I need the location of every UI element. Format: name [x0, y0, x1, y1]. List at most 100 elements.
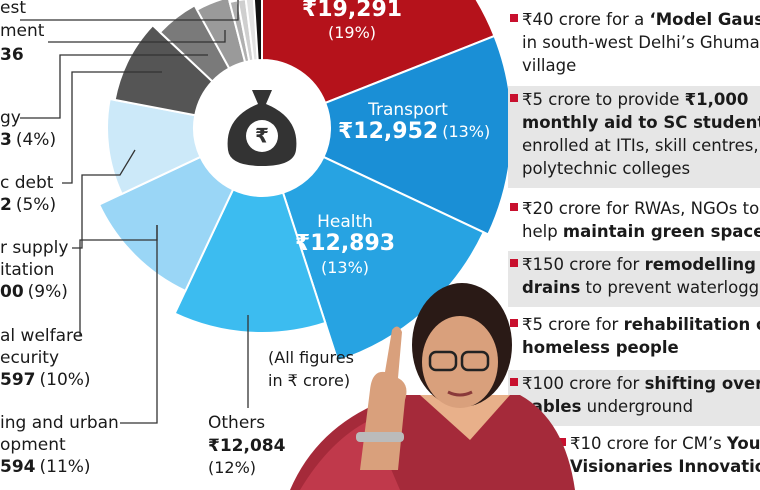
- item-line: polytechnic colleges: [522, 159, 690, 178]
- label-run: (12%): [208, 458, 256, 477]
- item-run: ₹150 crore for: [522, 255, 645, 274]
- label-run: 3: [0, 130, 12, 150]
- item-run: remodelling: [645, 255, 756, 274]
- label-run: (13%): [321, 258, 369, 277]
- label-line: ₹19,291: [302, 0, 402, 22]
- item-run: homeless people: [522, 338, 679, 357]
- label-line: al welfare: [0, 326, 83, 346]
- item-background: [508, 86, 760, 188]
- label-run: (All figures: [268, 348, 354, 367]
- item-run: underground: [581, 397, 693, 416]
- label-run: ₹12,952: [338, 119, 438, 144]
- item-line: ₹150 crore for remodelling: [522, 255, 756, 274]
- leader-line: [48, 30, 226, 43]
- item-run: rehabilitation o: [624, 315, 760, 334]
- label-line: 3 (4%): [0, 130, 56, 150]
- bullet: [510, 259, 518, 267]
- item-line: enrolled at ITIs, skill centres,: [522, 136, 759, 155]
- leader-line: [72, 149, 136, 249]
- donut-chart: [97, 0, 513, 363]
- label-run: 36: [0, 45, 24, 65]
- label-run: in ₹ crore): [268, 371, 350, 390]
- label-line: ₹12,952 (13%): [338, 119, 490, 144]
- label-run: itation: [0, 260, 54, 280]
- label-line: r supply: [0, 238, 68, 258]
- label-run: opment: [0, 435, 66, 455]
- label-line: 00 (9%): [0, 282, 68, 302]
- item-run: help: [522, 222, 563, 241]
- label-line: 36: [0, 45, 24, 65]
- money-bag-icon: ₹: [227, 90, 297, 166]
- item-line: Visionaries Innovation: [570, 457, 760, 476]
- item-run: shifting overh: [645, 374, 760, 393]
- leader-line: [20, 0, 239, 21]
- label-run: al welfare: [0, 326, 83, 346]
- item-run: maintain green spaces: [563, 222, 760, 241]
- label-run: (9%): [28, 282, 68, 302]
- donut-segment: [261, 0, 496, 105]
- donut-segment: [173, 188, 327, 334]
- donut-segment-minor: [252, 0, 263, 62]
- donut-segment: [113, 23, 214, 117]
- label-run: ment: [0, 21, 45, 41]
- label-run: (4%): [16, 130, 56, 150]
- item-run: ₹1,000: [685, 90, 749, 109]
- label-line: Transport: [367, 100, 448, 120]
- bullet: [510, 14, 518, 22]
- label-line: (All figures: [268, 348, 354, 367]
- leader-line: [62, 71, 162, 184]
- leader-line: [20, 54, 208, 119]
- item-line: ₹10 crore for CM’s Youn: [570, 434, 760, 453]
- item-run: drains: [522, 278, 580, 297]
- item-line: village: [522, 56, 576, 75]
- item-line: monthly aid to SC students: [522, 113, 760, 132]
- item-run: polytechnic colleges: [522, 159, 690, 178]
- label-line: Others: [208, 413, 265, 433]
- item-run: ₹5 crore to provide: [522, 90, 685, 109]
- item-background: [508, 370, 760, 426]
- label-line: ment: [0, 21, 45, 41]
- item-run: Visionaries Innovation: [570, 457, 760, 476]
- item-run: Youn: [726, 434, 760, 453]
- label-run: Health: [317, 212, 373, 232]
- donut-segment: [106, 97, 202, 196]
- label-line: c debt: [0, 173, 54, 193]
- photo: [290, 283, 575, 490]
- label-run: (19%): [328, 23, 376, 42]
- item-run: enrolled at ITIs, skill centres,: [522, 136, 759, 155]
- label-run: r supply: [0, 238, 68, 258]
- bullet: [510, 319, 518, 327]
- item-line: ₹5 crore for rehabilitation o: [522, 315, 760, 334]
- label-run: c debt: [0, 173, 54, 193]
- label-run: (10%): [40, 370, 91, 390]
- label-line: 597 (10%): [0, 370, 91, 390]
- label-run: ing and urban: [0, 413, 119, 433]
- label-line: itation: [0, 260, 54, 280]
- announcement-list: ₹40 crore for a ‘Model Gaus in south-west…: [508, 10, 760, 476]
- chart-labels: ₹19,291(19%)Transport₹12,952 (13%)Health₹…: [0, 0, 490, 477]
- label-line: (19%): [328, 23, 376, 42]
- label-line: ing and urban: [0, 413, 119, 433]
- bullet: [558, 438, 566, 446]
- label-run: (5%): [16, 195, 56, 215]
- item-line: help maintain green spaces: [522, 222, 760, 241]
- label-run: ecurity: [0, 348, 59, 368]
- item-line: ₹5 crore to provide ₹1,000: [522, 90, 748, 109]
- donut-segment: [281, 155, 486, 363]
- label-run: 2: [0, 195, 12, 215]
- label-run: gy: [0, 108, 21, 128]
- label-line: 2 (5%): [0, 195, 56, 215]
- leader-lines: [20, 0, 249, 424]
- bullet: [510, 94, 518, 102]
- item-run: monthly aid to SC students: [522, 113, 760, 132]
- item-line: ₹100 crore for shifting overh: [522, 374, 760, 393]
- item-line: ₹20 crore for RWAs, NGOs to: [522, 199, 759, 218]
- label-run: 597: [0, 370, 36, 390]
- bullet: [510, 203, 518, 211]
- label-line: in ₹ crore): [268, 371, 350, 390]
- label-line: gy: [0, 108, 21, 128]
- item-run: ₹10 crore for CM’s: [570, 434, 727, 453]
- label-line: ₹12,893: [295, 231, 395, 256]
- item-line: in south-west Delhi’s Ghuman: [522, 33, 760, 52]
- bullet: [510, 378, 518, 386]
